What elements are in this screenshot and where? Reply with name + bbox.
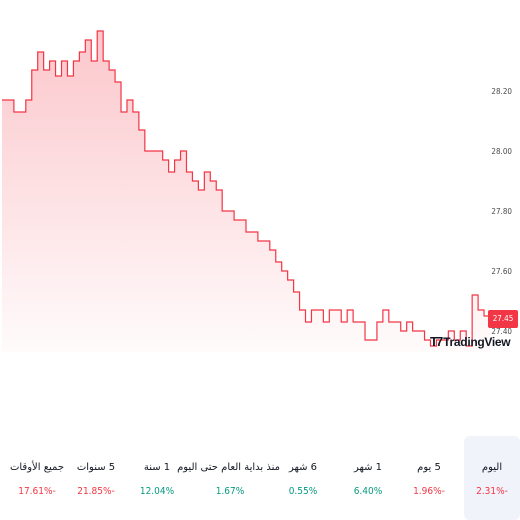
period-tabs: اليوم 2.31%- 5 يوم 1.96%- 1 شهر 6.40% 6 شهر 0.5… bbox=[0, 436, 520, 520]
period-label: منذ بداية العام حتى اليوم bbox=[177, 462, 280, 473]
period-tab[interactable]: 5 سنوات 21.85%- bbox=[71, 436, 121, 520]
y-tick-label: 28.20 bbox=[491, 87, 512, 96]
tradingview-logo-icon: T7 bbox=[430, 334, 443, 349]
period-change-value: 2.31%- bbox=[476, 486, 508, 497]
y-tick-label: 27.40 bbox=[491, 327, 512, 336]
period-label: 5 يوم bbox=[417, 462, 441, 473]
period-label: اليوم bbox=[481, 462, 503, 473]
period-tab[interactable]: 5 يوم 1.96%- bbox=[404, 436, 454, 520]
tradingview-watermark[interactable]: T7 TradingView bbox=[430, 334, 511, 349]
period-tab[interactable]: 6 شهر 0.55% bbox=[278, 436, 328, 520]
period-label: 5 سنوات bbox=[76, 462, 116, 473]
period-change-value: 6.40% bbox=[353, 486, 383, 497]
period-label: جميع الأوقات bbox=[9, 462, 65, 473]
watermark-text: TradingView bbox=[443, 334, 511, 349]
period-tab[interactable]: منذ بداية العام حتى اليوم 1.67% bbox=[177, 436, 280, 520]
period-tab[interactable]: جميع الأوقات 17.61%- bbox=[7, 436, 67, 520]
price-line bbox=[2, 30, 490, 347]
y-tick-label: 28.00 bbox=[491, 147, 512, 156]
period-change-value: 1.96%- bbox=[413, 486, 445, 497]
y-tick-label: 27.60 bbox=[491, 267, 512, 276]
period-tab[interactable]: 1 شهر 6.40% bbox=[343, 436, 393, 520]
period-change-value: 0.55% bbox=[288, 486, 318, 497]
period-label: 1 سنة bbox=[143, 462, 171, 473]
period-change-value: 17.61%- bbox=[18, 486, 56, 497]
price-area-fill bbox=[2, 31, 490, 352]
last-price-badge: 27.45 bbox=[488, 310, 518, 328]
period-change-value: 12.04% bbox=[139, 486, 175, 497]
y-tick-label: 27.80 bbox=[491, 207, 512, 216]
period-change-value: 1.67% bbox=[215, 486, 245, 497]
period-change-value: 21.85%- bbox=[77, 486, 115, 497]
period-label: 1 شهر bbox=[353, 462, 383, 473]
period-tab[interactable]: 1 سنة 12.04% bbox=[132, 436, 182, 520]
period-label: 6 شهر bbox=[288, 462, 318, 473]
period-tab[interactable]: اليوم 2.31%- bbox=[464, 436, 520, 520]
